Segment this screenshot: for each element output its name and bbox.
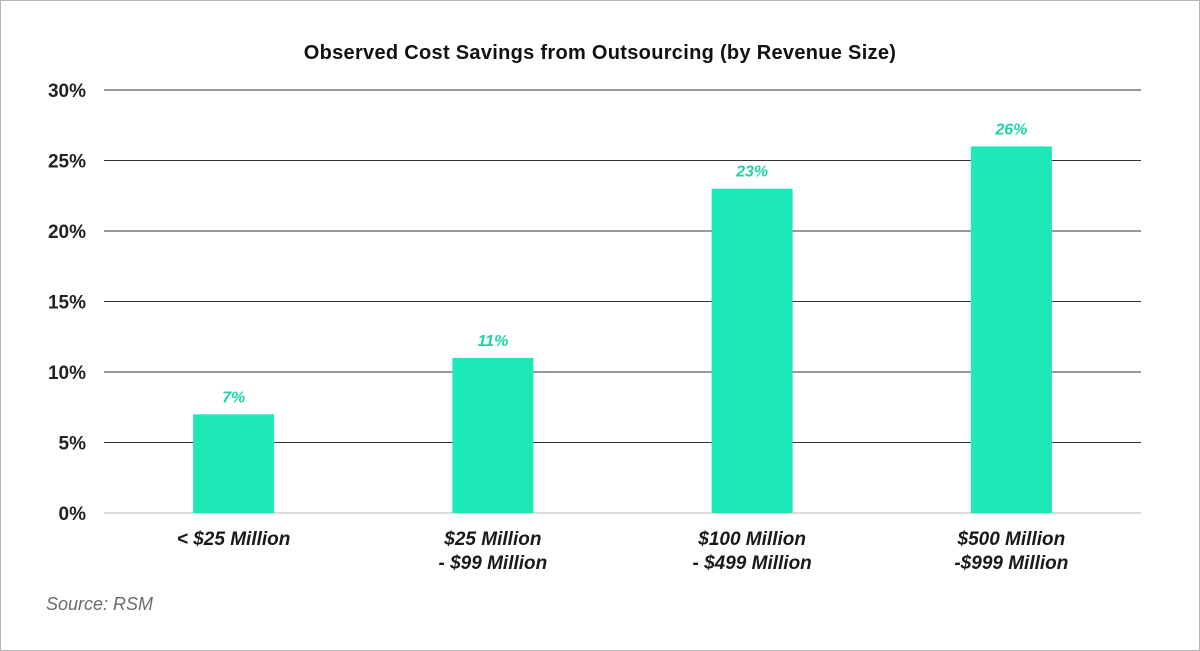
bar	[711, 188, 793, 513]
y-tick-label: 5%	[59, 434, 87, 455]
x-tick-label: $100 Million	[697, 529, 806, 550]
data-label: 26%	[994, 121, 1027, 138]
x-tick-label: - $99 Million	[439, 553, 548, 574]
x-tick-label: - $499 Million	[692, 553, 811, 574]
x-tick-label: -$999 Million	[954, 553, 1068, 574]
y-tick-label: 10%	[48, 363, 86, 384]
source-note: Source: RSM	[46, 594, 154, 614]
x-tick-label: $25 Million	[443, 529, 541, 550]
x-tick-label: $500 Million	[957, 529, 1066, 550]
bar	[970, 146, 1052, 513]
y-tick-label: 0%	[59, 504, 87, 525]
x-tick-label: < $25 Million	[177, 529, 291, 550]
chart-title: Observed Cost Savings from Outsourcing (…	[303, 42, 897, 64]
data-label: 11%	[477, 333, 508, 350]
data-label: 23%	[735, 164, 768, 181]
y-tick-label: 20%	[48, 222, 86, 243]
y-tick-label: 30%	[48, 81, 86, 102]
y-tick-label: 25%	[48, 152, 86, 173]
bar	[452, 357, 534, 513]
y-tick-label: 15%	[48, 293, 86, 314]
bar	[193, 414, 275, 513]
data-label: 7%	[222, 389, 245, 406]
